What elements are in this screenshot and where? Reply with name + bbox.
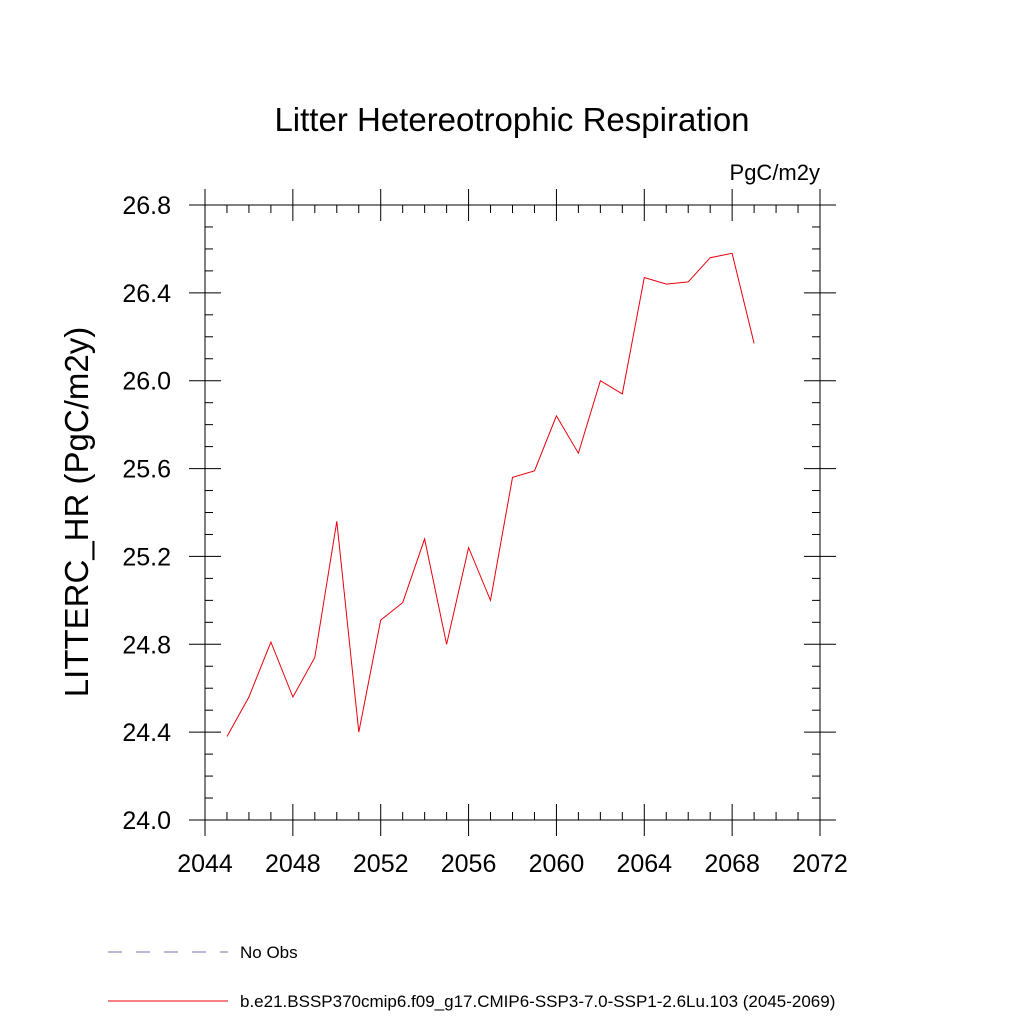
y-tick-label: 24.0 [122, 807, 171, 835]
units-label: PgC/m2y [730, 160, 820, 185]
plot-frame [204, 204, 821, 821]
y-tick-label: 25.6 [122, 456, 171, 484]
series-line [226, 252, 755, 737]
y-axis-title: LITTERC_HR (PgC/m2y) [58, 327, 95, 697]
tick-labels: 2044 2048 2052 2056 2060 2064 2068 2072 24.0 24.4… [122, 192, 847, 878]
x-tick-label: 2072 [792, 850, 848, 878]
legend-label: b.e21.BSSP370cmip6.f09_g17.CMIP6-SSP3-7.… [240, 992, 835, 1011]
series-layer [226, 252, 755, 737]
legend: No Obs b.e21.BSSP370cmip6.f09_g17.CMIP6-S… [108, 943, 835, 1011]
y-tick-label: 24.8 [122, 631, 171, 659]
y-tick-label: 26.4 [122, 280, 171, 308]
x-tick-label: 2056 [441, 850, 497, 878]
y-tick-label: 24.4 [122, 719, 171, 747]
x-tick-label: 2052 [353, 850, 409, 878]
x-tick-label: 2068 [704, 850, 760, 878]
x-tick-label: 2060 [529, 850, 585, 878]
x-tick-label: 2044 [177, 850, 233, 878]
y-tick-label: 26.8 [122, 192, 171, 220]
x-tick-label: 2064 [616, 850, 672, 878]
axis-ticks [189, 189, 836, 836]
x-tick-label: 2048 [265, 850, 321, 878]
legend-label: No Obs [240, 943, 298, 962]
y-tick-label: 25.2 [122, 543, 171, 571]
plot-border [204, 204, 821, 821]
y-tick-label: 26.0 [122, 368, 171, 396]
chart-title: Litter Hetereotrophic Respiration [274, 101, 749, 138]
